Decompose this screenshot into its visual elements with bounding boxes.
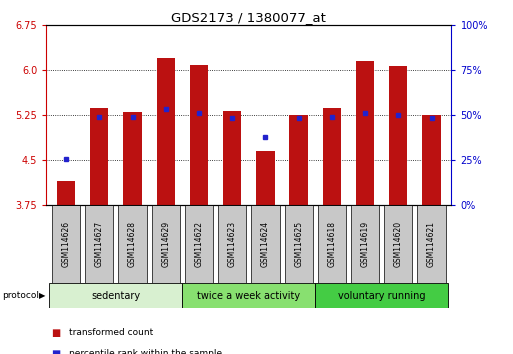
- Bar: [90, 108, 108, 205]
- FancyBboxPatch shape: [351, 205, 379, 283]
- FancyBboxPatch shape: [152, 205, 180, 283]
- Text: ■: ■: [51, 349, 61, 354]
- Bar: [124, 112, 142, 205]
- FancyBboxPatch shape: [384, 205, 412, 283]
- FancyBboxPatch shape: [418, 205, 446, 283]
- Bar: [389, 66, 407, 205]
- FancyBboxPatch shape: [251, 205, 280, 283]
- Text: transformed count: transformed count: [69, 328, 153, 337]
- Text: GSM114628: GSM114628: [128, 221, 137, 267]
- Title: GDS2173 / 1380077_at: GDS2173 / 1380077_at: [171, 11, 326, 24]
- Text: GSM114626: GSM114626: [62, 221, 71, 267]
- Bar: [223, 111, 241, 205]
- Bar: [289, 115, 308, 205]
- Text: GSM114622: GSM114622: [194, 221, 204, 267]
- FancyBboxPatch shape: [185, 205, 213, 283]
- Bar: [256, 151, 274, 205]
- FancyBboxPatch shape: [119, 205, 147, 283]
- FancyBboxPatch shape: [315, 283, 448, 308]
- Text: GSM114623: GSM114623: [228, 221, 236, 267]
- Text: sedentary: sedentary: [91, 291, 141, 301]
- FancyBboxPatch shape: [218, 205, 246, 283]
- FancyBboxPatch shape: [285, 205, 313, 283]
- Text: voluntary running: voluntary running: [338, 291, 425, 301]
- Text: protocol: protocol: [3, 291, 40, 300]
- Bar: [323, 108, 341, 205]
- FancyBboxPatch shape: [318, 205, 346, 283]
- Text: GSM114625: GSM114625: [294, 221, 303, 267]
- Text: GSM114627: GSM114627: [95, 221, 104, 267]
- FancyBboxPatch shape: [182, 283, 315, 308]
- FancyBboxPatch shape: [49, 283, 182, 308]
- Text: GSM114624: GSM114624: [261, 221, 270, 267]
- Bar: [57, 181, 75, 205]
- Text: GSM114620: GSM114620: [394, 221, 403, 267]
- Bar: [422, 115, 441, 205]
- FancyBboxPatch shape: [52, 205, 80, 283]
- Text: ▶: ▶: [38, 291, 45, 300]
- Text: GSM114618: GSM114618: [327, 221, 337, 267]
- Text: GSM114621: GSM114621: [427, 221, 436, 267]
- FancyBboxPatch shape: [85, 205, 113, 283]
- Text: GSM114619: GSM114619: [361, 221, 369, 267]
- Text: percentile rank within the sample: percentile rank within the sample: [69, 349, 222, 354]
- Text: ■: ■: [51, 328, 61, 338]
- Bar: [190, 65, 208, 205]
- Text: GSM114629: GSM114629: [161, 221, 170, 267]
- Bar: [356, 61, 374, 205]
- Text: twice a week activity: twice a week activity: [197, 291, 301, 301]
- Bar: [156, 58, 175, 205]
